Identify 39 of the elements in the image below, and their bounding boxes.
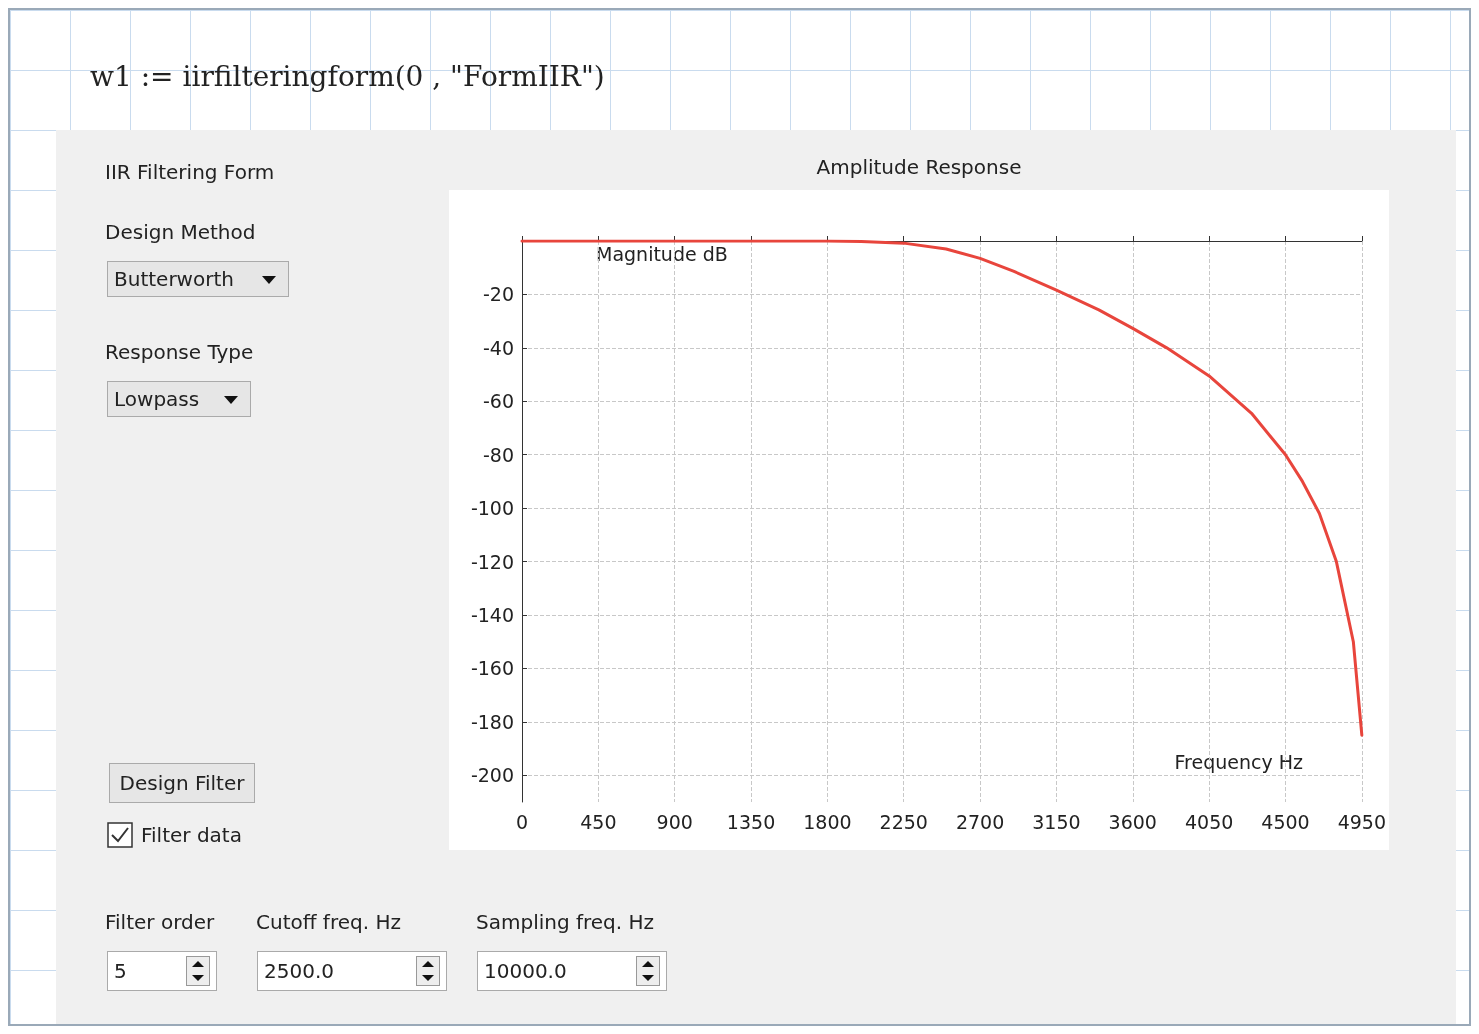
text: 2500.0	[264, 959, 334, 983]
y-tick-label: -80	[482, 443, 514, 466]
x-tick-label: 1800	[803, 810, 852, 833]
x-axis-title: Frequency Hz	[1174, 750, 1304, 773]
x-tick-label: 2250	[879, 810, 928, 833]
y-tick-label: -180	[470, 710, 514, 733]
x-tick-label: 900	[656, 810, 693, 833]
y-axis-title: Magnitude dB	[596, 242, 728, 265]
text: w1 := iirfilteringform(0 , "FormIIR")	[90, 60, 605, 93]
y-tick-label: -60	[482, 390, 514, 413]
text: Lowpass	[114, 387, 200, 411]
y-tick-label: -100	[470, 497, 514, 520]
y-tick-label: -200	[470, 764, 514, 787]
x-tick-label: 2700	[955, 810, 1005, 833]
y-tick-label: -40	[482, 336, 514, 359]
y-tick-label: -120	[470, 550, 514, 573]
text: Filter data	[141, 823, 242, 847]
y-tick-label: -160	[470, 657, 514, 680]
text: IIR Filtering Form	[105, 160, 275, 184]
x-tick-label: 3600	[1108, 810, 1157, 833]
text: 10000.0	[484, 959, 567, 983]
x-tick-label: 4500	[1261, 810, 1310, 833]
text: Sampling freq. Hz	[476, 910, 655, 934]
x-tick-label: 0	[515, 810, 529, 833]
x-tick-label: 1350	[726, 810, 776, 833]
text: Filter order	[105, 910, 215, 934]
text: Butterworth	[114, 267, 234, 291]
x-tick-label: 450	[580, 810, 617, 833]
y-tick-label: -140	[470, 604, 514, 626]
x-tick-label: 4950	[1337, 810, 1386, 833]
text: Cutoff freq. Hz	[256, 910, 401, 934]
text: Response Type	[105, 340, 254, 364]
x-tick-label: 3150	[1032, 810, 1081, 833]
text: Design Filter	[109, 763, 255, 803]
y-tick-label: -20	[482, 283, 514, 306]
text: 5	[114, 959, 127, 983]
chart-title: Amplitude Response	[816, 155, 1022, 179]
x-tick-label: 4050	[1184, 810, 1234, 833]
text: Design Method	[105, 220, 256, 244]
